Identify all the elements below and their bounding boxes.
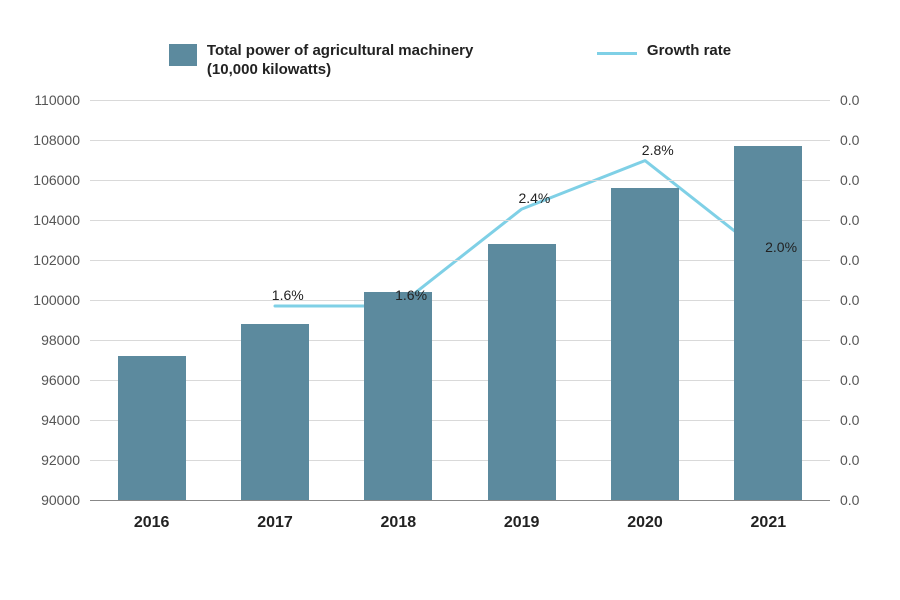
line-point-label: 2.4%	[518, 190, 550, 206]
y-left-tick: 102000	[33, 252, 90, 268]
y-right-tick: 0.0	[830, 372, 859, 388]
y-left-tick: 110000	[34, 92, 90, 108]
bar	[241, 324, 309, 500]
gridline	[90, 380, 830, 381]
y-left-tick: 100000	[33, 292, 90, 308]
x-axis-label: 2020	[627, 500, 663, 532]
gridline	[90, 340, 830, 341]
gridline	[90, 260, 830, 261]
y-left-tick: 96000	[41, 372, 90, 388]
x-axis-label: 2017	[257, 500, 293, 532]
bar	[118, 356, 186, 500]
line-point-label: 1.6%	[395, 287, 427, 303]
y-left-tick: 104000	[33, 212, 90, 228]
y-right-tick: 0.0	[830, 292, 859, 308]
bar	[364, 292, 432, 500]
bar	[734, 146, 802, 500]
legend: Total power of agricultural machinery (1…	[0, 42, 900, 80]
plot-area: 900000.0920000.0940000.0960000.0980000.0…	[90, 100, 830, 500]
y-right-tick: 0.0	[830, 412, 859, 428]
y-left-tick: 90000	[41, 492, 90, 508]
line-point-label: 1.6%	[272, 287, 304, 303]
legend-item-bar: Total power of agricultural machinery (1…	[169, 42, 507, 80]
y-left-tick: 98000	[41, 332, 90, 348]
y-left-tick: 108000	[33, 132, 90, 148]
bar	[488, 244, 556, 500]
y-right-tick: 0.0	[830, 92, 859, 108]
legend-swatch-line	[597, 52, 637, 55]
gridline	[90, 420, 830, 421]
legend-item-line: Growth rate	[597, 42, 731, 61]
x-axis-baseline	[90, 500, 830, 501]
x-axis-label: 2019	[504, 500, 540, 532]
legend-swatch-bar	[169, 44, 197, 66]
line-point-label: 2.0%	[765, 238, 797, 254]
legend-label-bar: Total power of agricultural machinery (1…	[207, 42, 507, 80]
y-right-tick: 0.0	[830, 252, 859, 268]
bar	[611, 188, 679, 500]
y-right-tick: 0.0	[830, 172, 859, 188]
gridline	[90, 180, 830, 181]
x-axis-label: 2016	[134, 500, 170, 532]
gridline	[90, 100, 830, 101]
y-right-tick: 0.0	[830, 212, 859, 228]
gridline	[90, 220, 830, 221]
y-left-tick: 92000	[41, 452, 90, 468]
y-right-tick: 0.0	[830, 492, 859, 508]
y-right-tick: 0.0	[830, 452, 859, 468]
x-axis-label: 2018	[381, 500, 417, 532]
chart-container: Total power of agricultural machinery (1…	[0, 0, 900, 600]
gridline	[90, 460, 830, 461]
legend-label-line: Growth rate	[647, 42, 731, 61]
line-point-label: 2.8%	[642, 141, 674, 157]
gridline	[90, 140, 830, 141]
gridline	[90, 300, 830, 301]
y-left-tick: 106000	[33, 172, 90, 188]
y-right-tick: 0.0	[830, 132, 859, 148]
x-axis-label: 2021	[751, 500, 787, 532]
y-left-tick: 94000	[41, 412, 90, 428]
y-right-tick: 0.0	[830, 332, 859, 348]
